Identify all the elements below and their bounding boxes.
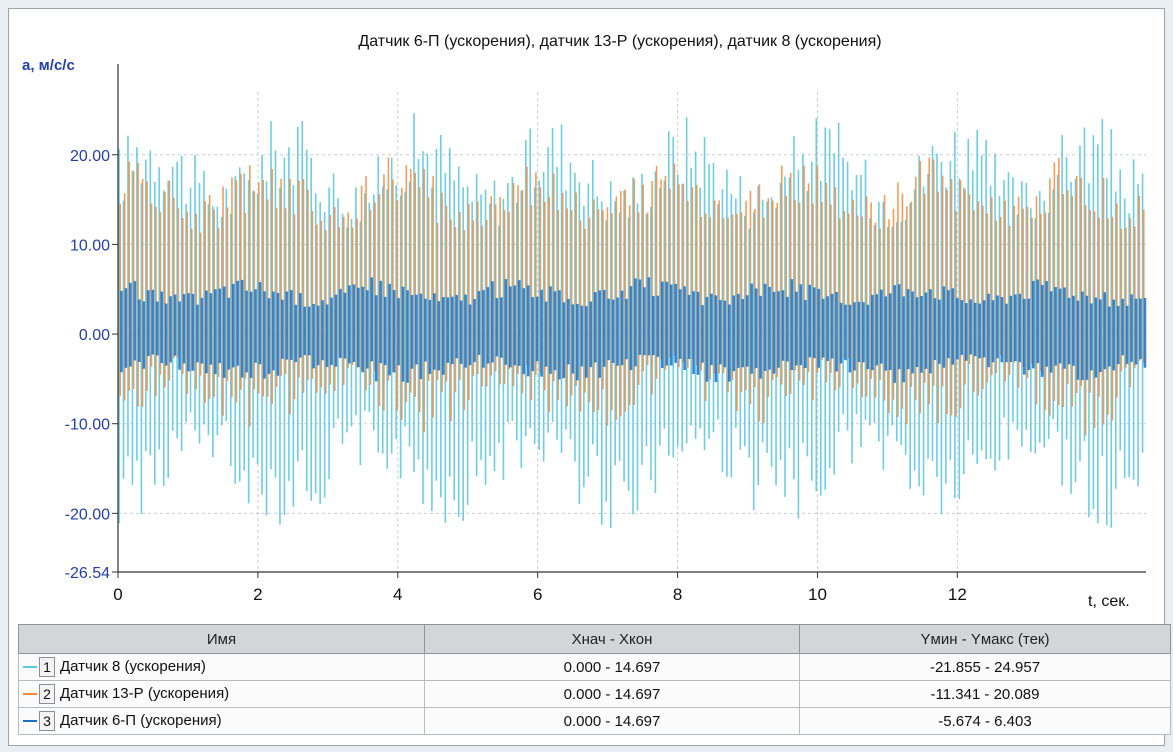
series-3-swatch: [23, 720, 37, 722]
axes: 0 2 4 6 8 10 12 20.00 10.00 0.00 -10.00 -20.00 -26.5…: [65, 64, 1146, 604]
legend-table: Имя Хнач - Хкон Yмин - Yмакс (тек) 1 Датч…: [18, 624, 1171, 735]
series-3-xrange: 0.000 - 14.697: [424, 707, 800, 735]
series-3-trace: [120, 277, 1147, 383]
y-axis-label: a, м/с/с: [22, 57, 75, 74]
chart-plot: Датчик 6-П (ускорения), датчик 13-Р (уск…: [22, 33, 1147, 610]
y-tick-label: -26.54: [65, 565, 110, 582]
series-2-swatch: [23, 693, 37, 695]
chart-title: Датчик 6-П (ускорения), датчик 13-Р (уск…: [358, 33, 881, 50]
series-1-xrange: 0.000 - 14.697: [424, 653, 800, 681]
x-tick-label: 12: [948, 585, 967, 604]
legend-name-cell: 2 Датчик 13-Р (ускорения): [18, 680, 425, 708]
x-axis-label: t, сек.: [1088, 593, 1130, 610]
series-3-name: Датчик 6-П (ускорения): [60, 711, 222, 729]
series-2-name: Датчик 13-Р (ускорения): [60, 684, 230, 702]
series-1-swatch: [23, 666, 37, 668]
series-2-xrange: 0.000 - 14.697: [424, 680, 800, 708]
x-tick-label: 2: [253, 585, 262, 604]
col-xrange-header: Хнач - Хкон: [424, 624, 800, 654]
series-1-number: 1: [39, 657, 55, 677]
legend-name-cell: 1 Датчик 8 (ускорения): [18, 653, 425, 681]
x-tick-label: 4: [393, 585, 402, 604]
series-area: [118, 113, 1147, 528]
y-tick-label: 10.00: [70, 237, 110, 254]
series-1-trace: [118, 113, 1144, 528]
series-3-yrange: -5.674 - 6.403: [799, 707, 1171, 735]
y-tick-label: -10.00: [65, 417, 110, 434]
y-tick-label: -20.00: [65, 506, 110, 523]
x-tick-label: 8: [673, 585, 682, 604]
series-1-name: Датчик 8 (ускорения): [60, 657, 206, 675]
legend-row[interactable]: 2 Датчик 13-Р (ускорения) 0.000 - 14.697 …: [18, 680, 1171, 708]
legend-name-cell: 3 Датчик 6-П (ускорения): [18, 707, 425, 735]
series-1-yrange: -21.855 - 24.957: [799, 653, 1171, 681]
legend-row[interactable]: 3 Датчик 6-П (ускорения) 0.000 - 14.697 -…: [18, 707, 1171, 735]
col-name-header: Имя: [18, 624, 425, 654]
series-2-number: 2: [39, 684, 55, 704]
x-tick-label: 6: [533, 585, 542, 604]
y-tick-label: 0.00: [79, 327, 110, 344]
series-2-yrange: -11.341 - 20.089: [799, 680, 1171, 708]
col-yrange-header: Yмин - Yмакс (тек): [799, 624, 1171, 654]
legend-row[interactable]: 1 Датчик 8 (ускорения) 0.000 - 14.697 -21…: [18, 653, 1171, 681]
series-3-number: 3: [39, 711, 55, 731]
x-tick-label: 0: [113, 585, 122, 604]
y-tick-label: 20.00: [70, 148, 110, 165]
x-tick-label: 10: [808, 585, 827, 604]
legend-header-row: Имя Хнач - Хкон Yмин - Yмакс (тек): [18, 624, 1171, 654]
